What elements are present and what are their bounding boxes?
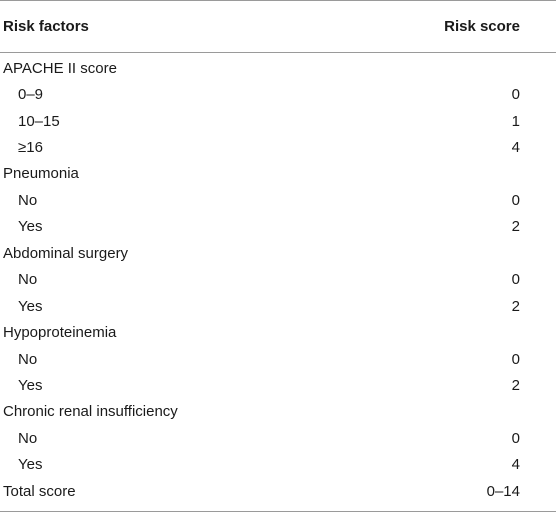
- risk-factor-level-cell: 10–15: [18, 112, 60, 130]
- risk-factor-level-cell: Yes: [18, 376, 43, 394]
- table-row: APACHE II score: [0, 53, 556, 81]
- risk-score-cell: 0: [511, 191, 520, 209]
- table-row: 10–15 1: [0, 108, 556, 134]
- table-row: Yes 2: [0, 214, 556, 240]
- table-row: ≥16 4: [0, 134, 556, 160]
- table-row: Yes 4: [0, 452, 556, 478]
- risk-score-cell: 0: [511, 350, 520, 368]
- risk-score-cell: 0: [511, 86, 520, 104]
- table-body: APACHE II score 0–9 0 10–15 1 ≥16 4 Pneumonia No…: [0, 53, 556, 504]
- table-row: Yes 2: [0, 372, 556, 398]
- risk-score-cell: [341, 240, 556, 266]
- table-header: Risk factors Risk score: [0, 0, 556, 53]
- table-row: Pneumonia: [0, 161, 556, 187]
- risk-score-cell: 2: [511, 376, 520, 394]
- table-row: No 0: [0, 267, 556, 293]
- risk-score-cell: 4: [511, 456, 520, 474]
- risk-score-cell: [341, 319, 556, 345]
- risk-factor-cell: Hypoproteinemia: [3, 324, 117, 342]
- risk-factor-cell: Abdominal surgery: [3, 244, 129, 262]
- table-row: 0–9 0: [0, 81, 556, 107]
- table-top-rule: [0, 0, 556, 1]
- header-row: Risk factors Risk score: [0, 0, 556, 53]
- risk-factor-level-cell: Yes: [18, 297, 43, 315]
- table-row: Chronic renal insufficiency: [0, 399, 556, 425]
- table-row: Abdominal surgery: [0, 240, 556, 266]
- risk-score-cell: [341, 399, 556, 425]
- table-bottom-rule: [0, 511, 556, 512]
- risk-score-cell: 2: [511, 218, 520, 236]
- risk-score-cell: 1: [511, 112, 520, 130]
- table-row: No 0: [0, 425, 556, 451]
- risk-factor-level-cell: 0–9: [18, 86, 44, 104]
- table-header-rule: [0, 52, 556, 53]
- table-row: Hypoproteinemia: [0, 319, 556, 345]
- risk-factor-level-cell: No: [18, 191, 38, 209]
- risk-factor-cell: Chronic renal insufficiency: [3, 403, 178, 421]
- risk-factor-level-cell: No: [18, 350, 38, 368]
- risk-factor-cell: APACHE II score: [3, 59, 117, 77]
- risk-score-cell: 4: [511, 139, 520, 157]
- risk-score-cell: 2: [511, 297, 520, 315]
- risk-factor-level-cell: ≥16: [18, 139, 43, 157]
- table-row: No 0: [0, 346, 556, 372]
- risk-score-cell: [341, 161, 556, 187]
- table-row: No 0: [0, 187, 556, 213]
- risk-factor-level-cell: No: [18, 429, 38, 447]
- risk-score-cell: 0–14: [486, 482, 520, 500]
- risk-factor-cell: Total score: [3, 482, 76, 500]
- risk-factor-cell: Pneumonia: [3, 165, 79, 183]
- risk-score-cell: 0: [511, 271, 520, 289]
- header-risk-score: Risk score: [444, 18, 520, 35]
- risk-score-cell: [341, 53, 556, 81]
- table-row: Total score 0–14: [0, 478, 556, 504]
- table-row: Yes 2: [0, 293, 556, 319]
- risk-factor-level-cell: No: [18, 271, 38, 289]
- risk-factor-level-cell: Yes: [18, 218, 43, 236]
- header-risk-factors: Risk factors: [3, 18, 89, 35]
- risk-factor-level-cell: Yes: [18, 456, 43, 474]
- risk-score-cell: 0: [511, 429, 520, 447]
